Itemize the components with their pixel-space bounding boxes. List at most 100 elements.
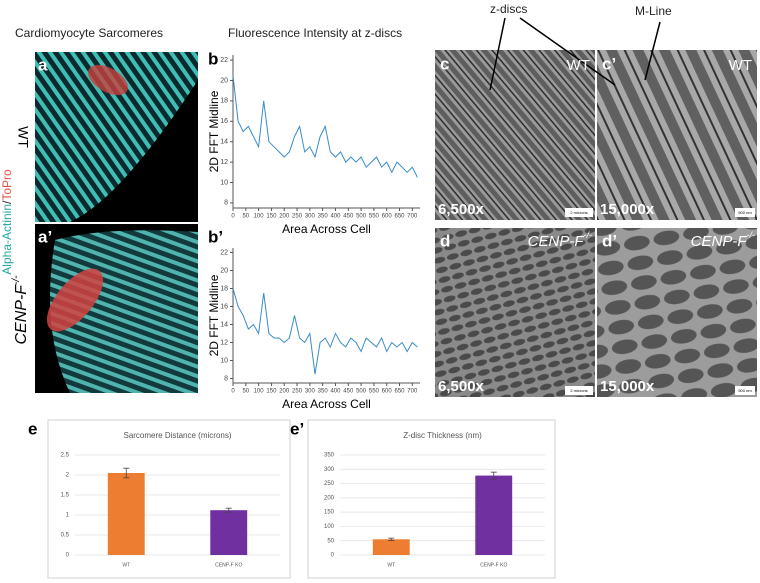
stain: Alpha-Actinin (0, 204, 14, 275)
scale-label: 500 nm (738, 388, 752, 393)
em-image (597, 228, 757, 397)
panel-label: a (38, 55, 48, 74)
em-image (435, 228, 595, 397)
x-tick-label: 300 (305, 389, 316, 395)
nucleus (88, 64, 128, 96)
x-tick-label: 250 (292, 389, 303, 395)
em-image (597, 50, 757, 220)
magnification: 6,500x (438, 378, 485, 395)
y-tick-label: 250 (324, 481, 335, 487)
data-line (232, 288, 418, 375)
x-tick-label: CENP-F KO (215, 562, 242, 568)
y-tick-label: 12 (220, 339, 228, 346)
x-tick-label: WT (122, 562, 130, 568)
y-tick-label: 0 (66, 553, 70, 559)
x-tick-label: 550 (369, 214, 380, 220)
y-tick-label: 100 (324, 524, 335, 530)
scale-bar (565, 386, 593, 395)
bar (475, 475, 513, 555)
y-tick-label: 2.5 (61, 453, 70, 459)
scale-label: 500 nm (738, 210, 752, 215)
x-tick-label: 350 (318, 214, 329, 220)
scale-bar (735, 208, 755, 217)
x-tick-label: 50 (242, 214, 249, 220)
y-tick-label: 10 (220, 357, 228, 364)
scale-label: 2 microns (570, 388, 587, 393)
column-title: Cardiomyocyte Sarcomeres (15, 26, 163, 40)
nucleus (46, 268, 104, 332)
x-axis-label: Area Across Cell (282, 222, 371, 236)
y-tick-label: 22 (220, 57, 228, 64)
panel-label: a’ (38, 227, 52, 246)
x-tick-label: 100 (254, 214, 265, 220)
x-tick-label: 0 (231, 214, 235, 220)
x-tick-label: 400 (330, 214, 341, 220)
bar (372, 539, 410, 555)
genotype: -/- (11, 275, 22, 285)
x-tick-label: 50 (242, 389, 249, 395)
y-axis-label: 2D FFT Midline (207, 90, 221, 172)
y-tick-label: 18 (220, 98, 228, 105)
y-tick-label: 22 (220, 249, 228, 256)
panel-label: c (440, 54, 449, 73)
pointer (519, 17, 616, 86)
genotype-label: CENP-F-/- (691, 230, 755, 250)
y-tick-label: 150 (324, 510, 335, 516)
y-tick-label: 18 (220, 285, 228, 292)
genotype-label: WT (729, 57, 752, 74)
y-tick-label: 16 (220, 118, 228, 125)
stain-separator: / (0, 200, 14, 204)
genotype-label: WT (567, 57, 590, 74)
y-tick-label: 16 (220, 303, 228, 310)
y-tick-label: 10 (220, 179, 228, 186)
x-tick-label: 350 (318, 389, 329, 395)
x-tick-label: 400 (330, 389, 341, 395)
genotype-label: CENP-F-/- (528, 230, 592, 250)
bar (210, 510, 248, 555)
x-tick-label: 200 (279, 389, 290, 395)
y-tick-label: 20 (220, 267, 228, 274)
y-tick-label: 2 (66, 473, 70, 479)
genotype-label: WT (15, 126, 31, 148)
genotype: -/- (584, 230, 593, 240)
em-image (435, 50, 595, 220)
x-tick-label: 700 (407, 389, 418, 395)
genotype-label: CENP-F-/- (11, 275, 31, 345)
gene: CENP-F (528, 233, 585, 250)
y-tick-label: 1 (66, 513, 70, 519)
gene: CENP-F (13, 284, 30, 345)
x-tick-label: 450 (343, 389, 354, 395)
stain-label: Alpha-Actinin/ToPro (0, 169, 14, 275)
y-tick-label: 200 (324, 495, 335, 501)
magnification: 15,000x (600, 201, 655, 218)
y-tick-label: 0 (331, 553, 335, 559)
x-tick-label: 650 (394, 214, 405, 220)
x-tick-label: 100 (254, 389, 265, 395)
panel-label: e’ (290, 419, 304, 438)
panel-label: b (208, 49, 218, 68)
gene: CENP-F (691, 233, 748, 250)
column-title: Fluorescence Intensity at z-discs (228, 26, 402, 40)
y-tick-label: 12 (220, 159, 228, 166)
bar (107, 473, 145, 555)
y-axis-label: 2D FFT Midline (207, 274, 221, 356)
x-tick-label: 500 (356, 389, 367, 395)
x-tick-label: 600 (382, 214, 393, 220)
x-tick-label: 700 (407, 214, 418, 220)
magnification: 6,500x (438, 201, 485, 218)
data-line (232, 75, 418, 178)
panel-label: d’ (602, 231, 617, 250)
scale-label: 2 microns (570, 210, 587, 215)
x-tick-label: 450 (343, 214, 354, 220)
x-tick-label: 200 (279, 214, 290, 220)
y-tick-label: 8 (224, 200, 228, 207)
scale-bar (735, 386, 755, 395)
annotation: z-discs (490, 2, 527, 16)
y-tick-label: 14 (220, 139, 228, 146)
y-tick-label: 0.5 (61, 533, 70, 539)
stain: ToPro (0, 169, 14, 201)
y-tick-label: 50 (327, 538, 334, 544)
x-tick-label: 150 (266, 389, 277, 395)
panel-label: e (28, 419, 37, 438)
